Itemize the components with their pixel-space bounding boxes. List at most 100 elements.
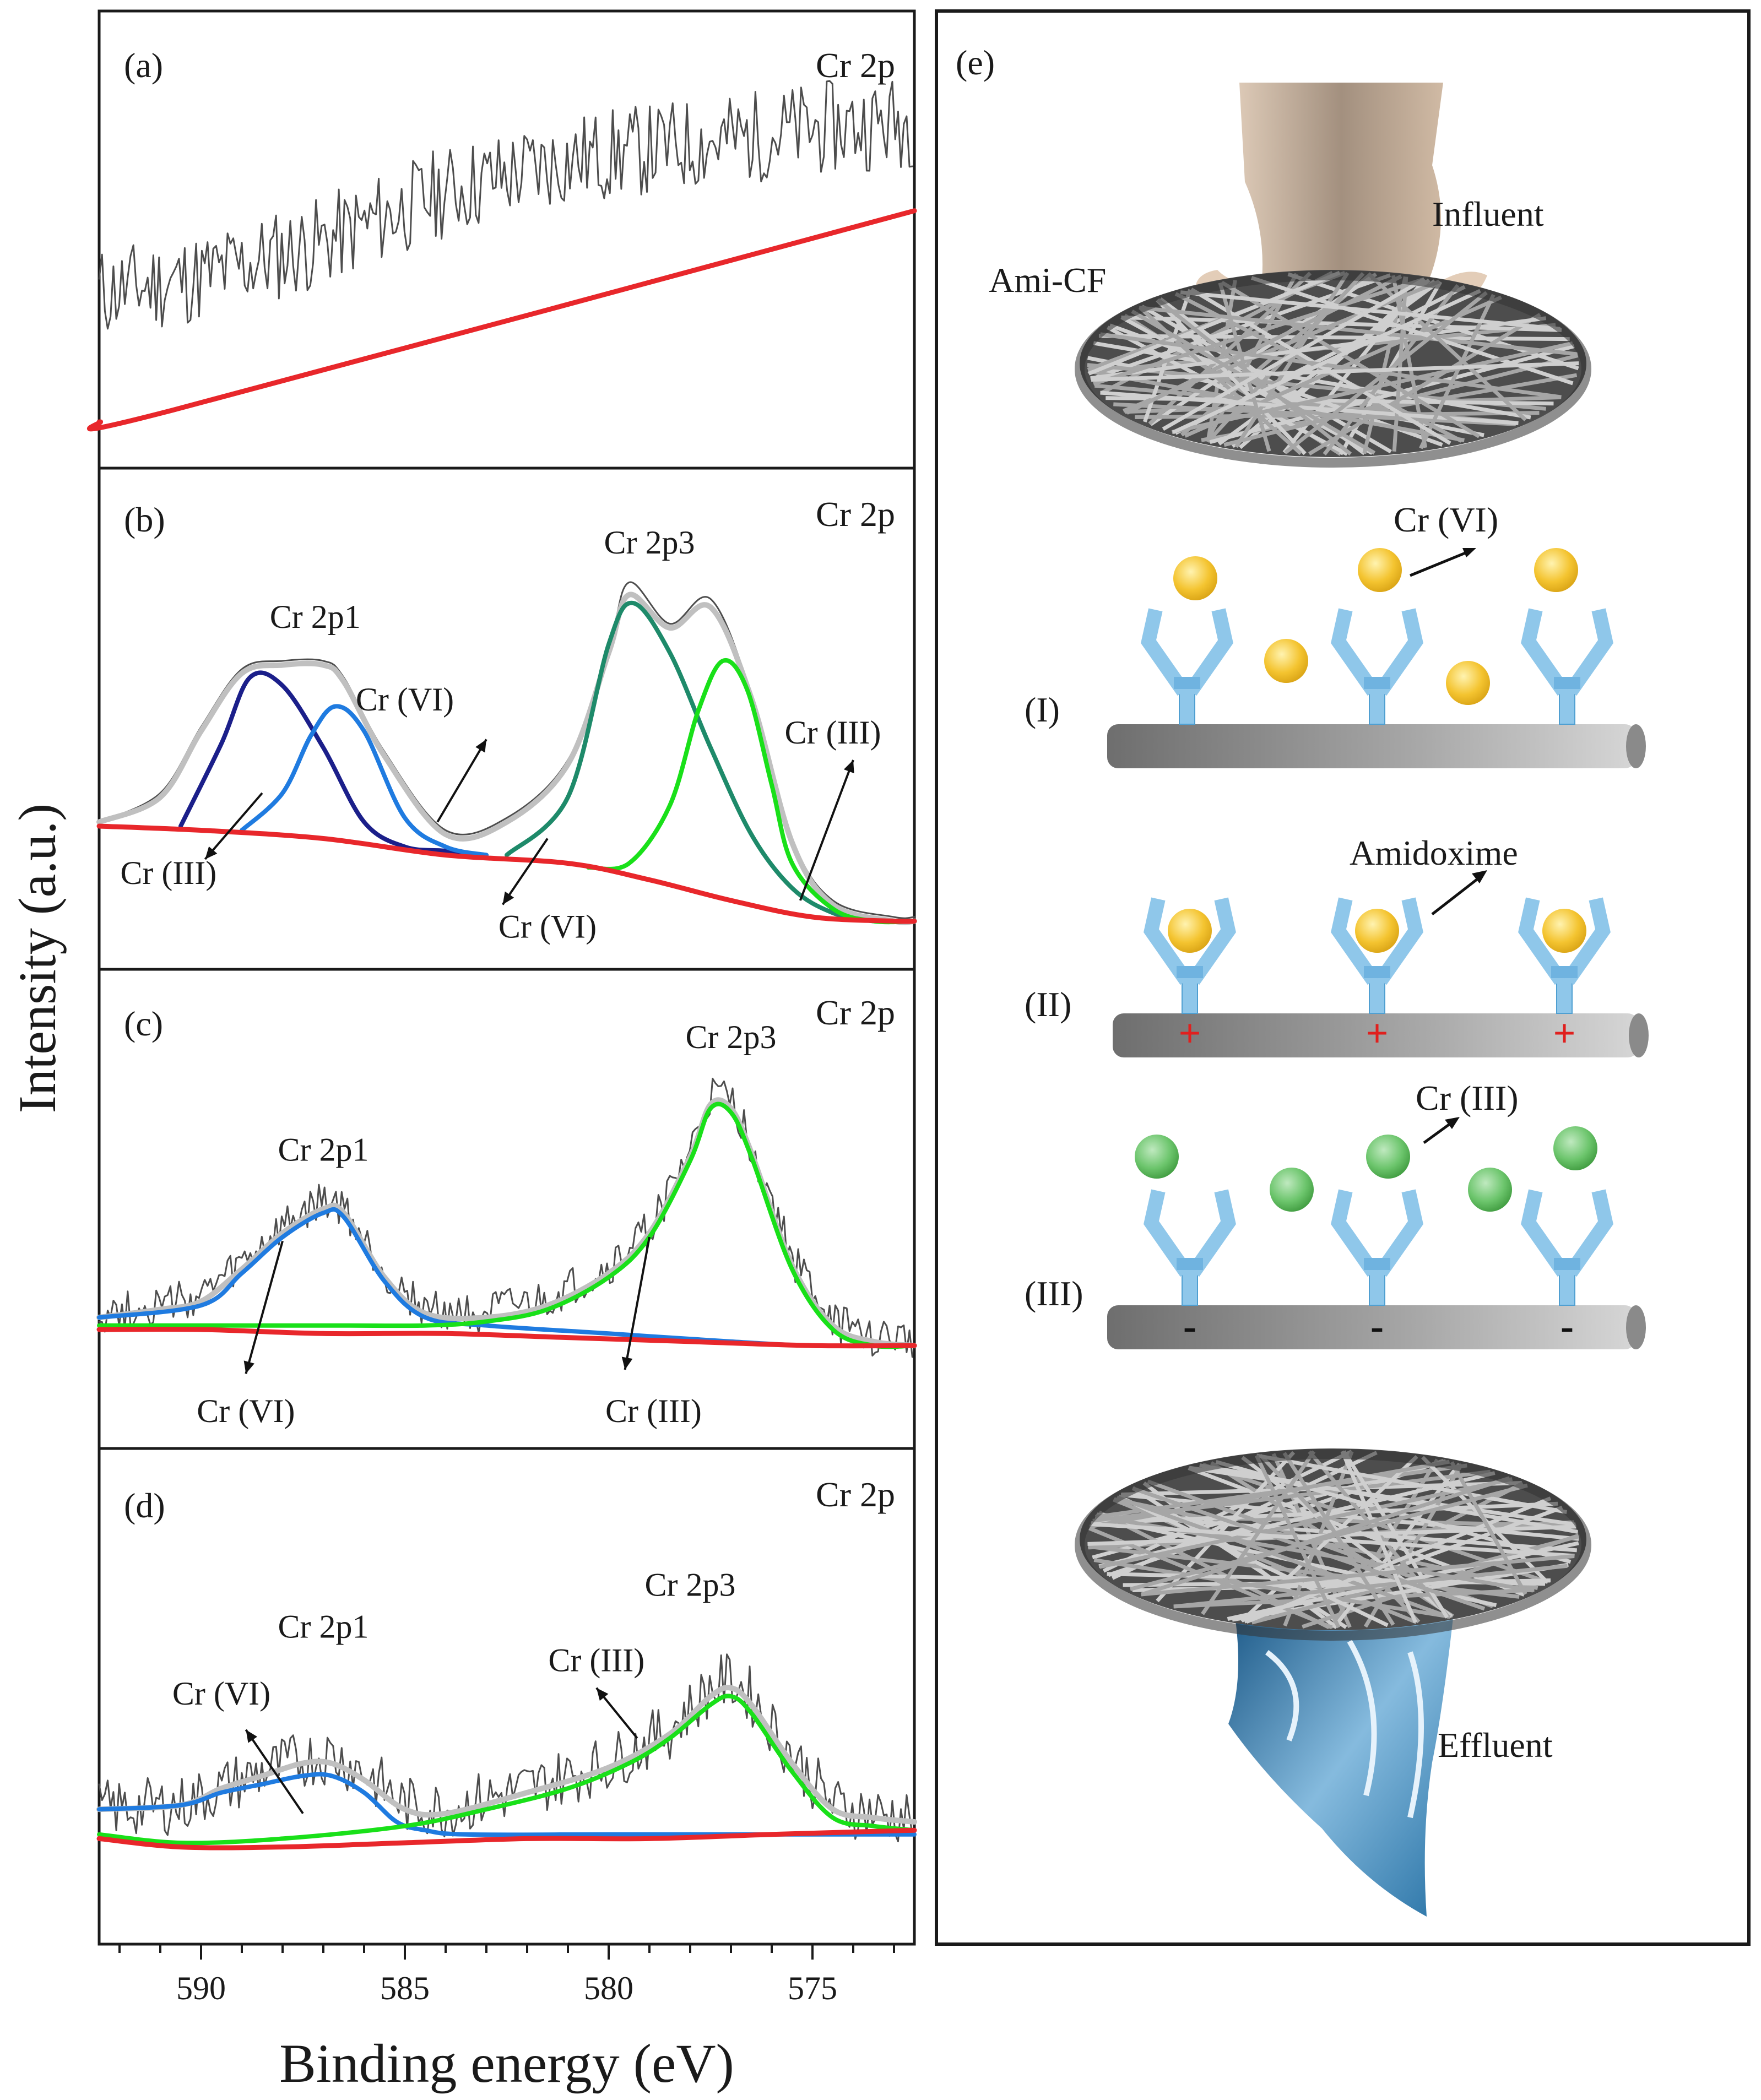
panel-frame — [935, 9, 1751, 1946]
mesh-fiber — [1091, 361, 1579, 382]
series-line-cr-2p3-cr-vi — [505, 600, 917, 924]
fiber-end — [1626, 1305, 1646, 1349]
plus-sign: + — [1178, 1011, 1201, 1055]
mesh-fiber — [1099, 1477, 1513, 1569]
series-line-cr-2p1-cr-vi — [240, 704, 489, 858]
cr3-ion — [1468, 1168, 1512, 1212]
mesh-fiber — [1308, 313, 1541, 456]
amidoxime-ligand — [1331, 897, 1423, 1014]
fiber-rod — [1107, 724, 1636, 768]
mesh-fiber — [1254, 1455, 1341, 1629]
plot-area — [87, 80, 917, 432]
cr6-ion — [1264, 639, 1308, 683]
mesh-fiber — [1121, 315, 1562, 332]
annotations: Cr 2p1 Cr 2p3 Cr (VI) Cr (III) — [197, 1019, 776, 1429]
mesh-fiber — [1131, 1486, 1486, 1611]
amidoxime-ligand — [1521, 1189, 1613, 1306]
amidoxime-ligand — [1144, 897, 1236, 1014]
x-axis-label: Binding energy (eV) — [279, 2033, 734, 2094]
fiber-end — [1626, 724, 1646, 768]
ligand-group — [1141, 608, 1613, 725]
step-three: (III) - - - Cr (III) — [1025, 1078, 1646, 1349]
panel-title: Cr 2p — [816, 993, 895, 1032]
cr3-ion — [1366, 1135, 1410, 1179]
annotation-arrowhead — [502, 891, 514, 905]
amidoxime-ligand — [1331, 1189, 1423, 1306]
annotation-arrow — [245, 1729, 304, 1814]
panel-frame — [97, 968, 916, 1450]
xps-panel-a: (a) Cr 2p — [87, 9, 917, 470]
series-line-cr-2p3-cr-iii — [97, 1694, 917, 1846]
annotation-label: Cr (III) — [605, 1393, 702, 1429]
annotations: Cr 2p1 Cr 2p3 Cr (VI) Cr (III) Cr (III) Cr (V… — [120, 524, 881, 945]
minus-sign: - — [1560, 1304, 1574, 1348]
arrowhead — [1472, 870, 1487, 883]
annotation-label: Cr (VI) — [356, 681, 454, 718]
membrane-rim — [1075, 270, 1591, 468]
annotation-label: Cr 2p3 — [645, 1567, 736, 1603]
x-tick-label: 575 — [788, 1970, 837, 2006]
arrowhead — [1445, 1117, 1460, 1129]
xps-figure: Intensity (a.u.) (a) Cr 2p (b) Cr 2p Cr … — [8, 9, 917, 2094]
membrane-bottom: Effluent — [1075, 1448, 1591, 1917]
plus-sign: + — [1553, 1011, 1575, 1055]
fiber-rod — [1113, 1013, 1639, 1057]
mesh-fiber — [1221, 280, 1481, 438]
cr6-label: Cr (VI) — [1394, 500, 1498, 539]
panel-label: (e) — [956, 43, 995, 82]
plot-area — [96, 1077, 917, 1358]
series-line-raw-spectrum — [98, 80, 913, 330]
amidoxime-ligand — [1141, 608, 1233, 725]
fiber-mesh — [1075, 270, 1591, 468]
series-line-cumulative-fit — [96, 1685, 917, 1825]
step-one: (I) Cr (VI) — [1025, 500, 1646, 768]
mesh-fiber — [1091, 1522, 1575, 1558]
ligand-group — [1144, 1189, 1613, 1306]
panel-title: Cr 2p — [816, 495, 895, 534]
mesh-fiber — [1116, 1495, 1450, 1619]
cr6-ion — [1534, 548, 1578, 592]
mesh-fiber — [1450, 1461, 1527, 1596]
fiber-mesh — [1075, 1449, 1591, 1641]
arrow — [1410, 549, 1471, 577]
xps-panel-c: (c) Cr 2p Cr 2p1 Cr 2p3 Cr (VI) Cr (III) — [96, 968, 917, 1450]
mesh-fiber — [1171, 341, 1573, 435]
annotation-arrow — [204, 792, 263, 860]
annotation-arrowhead — [621, 1356, 633, 1370]
cr6-ion — [1542, 909, 1586, 953]
x-tick-label: 585 — [380, 1970, 430, 2006]
amidoxime-ligand — [1518, 897, 1611, 1014]
mesh-fiber — [1093, 1558, 1451, 1619]
series-line-cumulative-fit — [96, 592, 917, 925]
mesh-fiber — [1245, 1496, 1552, 1624]
series-line-background — [96, 823, 917, 924]
minus-sign: - — [1370, 1304, 1384, 1348]
annotation-arrow — [799, 759, 854, 901]
membrane-rim — [1075, 1449, 1591, 1641]
series-line-background — [87, 208, 917, 432]
cr3-ion — [1270, 1168, 1314, 1212]
annotation-arrow — [436, 739, 487, 823]
arrow — [1431, 875, 1483, 915]
panel-label: (c) — [124, 1004, 163, 1043]
x-tick-label: 580 — [584, 1970, 633, 2006]
series-line-cr-2p3-cr-iii — [586, 658, 917, 925]
annotation-label: Cr 2p1 — [270, 599, 361, 635]
panel-title: Cr 2p — [816, 46, 895, 85]
influent-label: Influent — [1432, 194, 1544, 234]
membrane-top: Ami-CF — [989, 261, 1591, 468]
series-line-raw-spectrum — [98, 1653, 913, 1843]
panel-label: (d) — [124, 1486, 165, 1525]
membrane-label: Ami-CF — [989, 261, 1106, 300]
mesh-fiber — [1089, 1459, 1450, 1529]
x-tick-label: 590 — [176, 1970, 226, 2006]
plot-area — [96, 1653, 917, 1851]
minus-sign: - — [1183, 1304, 1196, 1348]
cr3-ion — [1135, 1135, 1179, 1179]
arrowhead — [1462, 548, 1476, 557]
annotation-arrowhead — [475, 739, 486, 753]
panel-label: (a) — [124, 46, 163, 85]
cr6-ion — [1173, 556, 1217, 600]
panel-label: (b) — [124, 500, 165, 539]
